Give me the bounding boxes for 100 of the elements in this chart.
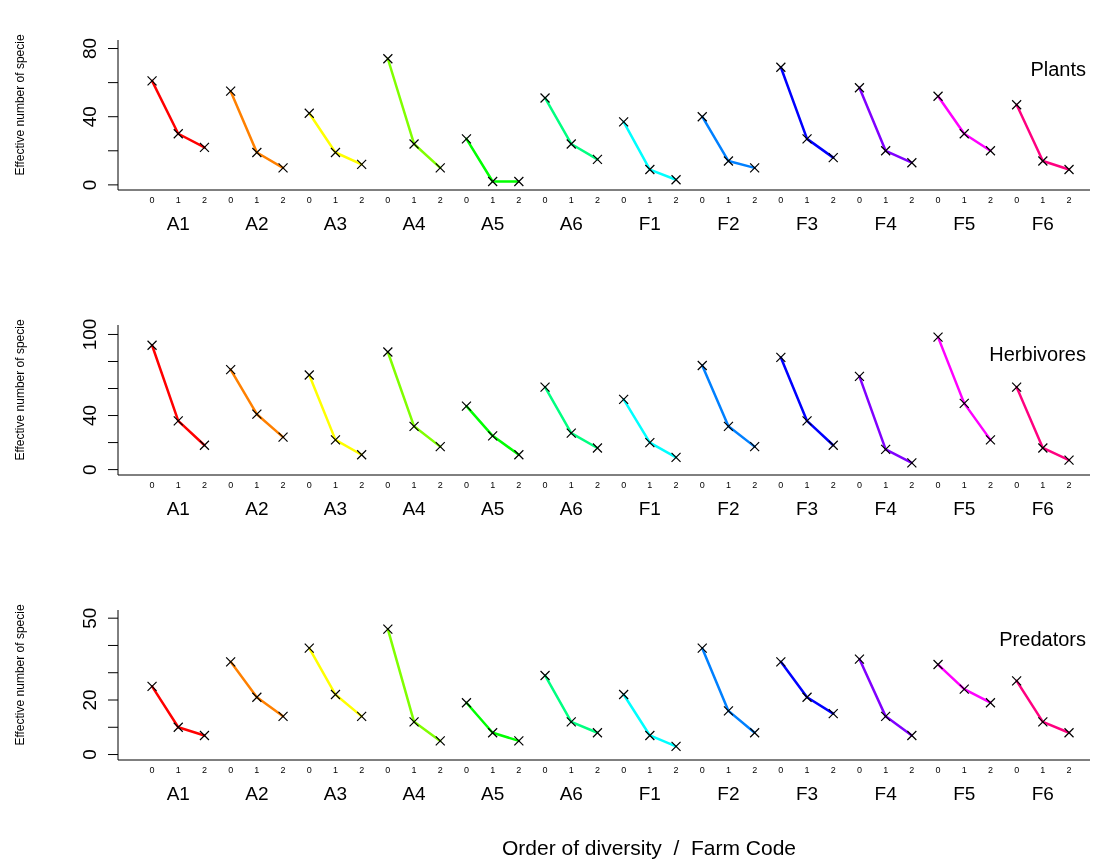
x-tick-label: 2: [830, 195, 836, 205]
x-tick-label: 1: [332, 480, 338, 490]
x-tick-label: 1: [175, 765, 181, 775]
y-tick-label: 0: [79, 749, 100, 760]
text: F6: [1031, 783, 1054, 804]
x-tick-label: 2: [437, 195, 443, 205]
x-tick-label: 2: [830, 765, 836, 775]
x-tick-label: 2: [359, 480, 365, 490]
text: F3: [795, 498, 819, 519]
x-tick-label: 1: [961, 195, 967, 205]
x-tick-label: 0: [699, 480, 705, 490]
x-tick-label: 2: [516, 480, 522, 490]
x-tick-label: 2: [1066, 480, 1072, 490]
y-tick-label: 0: [79, 464, 100, 475]
x-tick-label: 0: [1014, 765, 1020, 775]
y-tick-label: 40: [79, 404, 100, 427]
x-tick-label: 1: [804, 195, 810, 205]
x-tick-label: 1: [568, 480, 574, 490]
text: A4: [402, 213, 427, 234]
x-tick-label: 2: [437, 480, 443, 490]
x-tick-label: 1: [175, 480, 181, 490]
x-tick-label: 2: [359, 765, 365, 775]
text: A6: [559, 783, 583, 804]
x-tick-label: 2: [909, 765, 915, 775]
x-tick-label: 0: [699, 765, 705, 775]
x-tick-label: 0: [1014, 195, 1020, 205]
x-tick-label: 0: [542, 765, 548, 775]
x-tick-label: 2: [909, 195, 915, 205]
x-tick-label: 0: [935, 480, 941, 490]
x-tick-label: 2: [201, 765, 207, 775]
x-tick-label: 1: [490, 195, 496, 205]
x-tick-label: 1: [411, 765, 417, 775]
text: F2: [717, 498, 740, 519]
x-tick-label: 1: [961, 480, 967, 490]
x-tick-label: 2: [673, 480, 679, 490]
x-tick-label: 2: [516, 765, 522, 775]
text: F6: [1031, 213, 1054, 234]
x-tick-label: 2: [280, 765, 286, 775]
x-tick-label: 2: [594, 765, 600, 775]
x-tick-label: 2: [1066, 195, 1072, 205]
x-tick-label: 0: [856, 480, 862, 490]
text: F2: [717, 783, 740, 804]
x-tick-label: 1: [883, 480, 889, 490]
x-tick-label: 0: [856, 765, 862, 775]
y-axis-title: Effective number of specie: [13, 604, 27, 746]
x-tick-label: 0: [306, 195, 312, 205]
text: F5: [953, 213, 976, 234]
x-tick-label: 1: [490, 480, 496, 490]
text: A5: [481, 213, 505, 234]
y-tick-label: 100: [79, 318, 100, 351]
y-tick-label: 80: [79, 37, 100, 60]
text: A1: [166, 498, 190, 519]
x-tick-label: 0: [542, 480, 548, 490]
text: A5: [481, 783, 505, 804]
x-tick-label: 2: [280, 480, 286, 490]
x-tick-label: 2: [909, 480, 915, 490]
x-tick-label: 0: [463, 765, 469, 775]
text: F4: [874, 213, 898, 234]
x-tick-label: 1: [883, 195, 889, 205]
x-tick-label: 1: [1040, 480, 1046, 490]
x-tick-label: 0: [463, 480, 469, 490]
text: A4: [402, 498, 427, 519]
text: A1: [166, 783, 190, 804]
x-tick-label: 1: [254, 765, 260, 775]
x-tick-label: 0: [463, 195, 469, 205]
x-tick-label: 1: [411, 195, 417, 205]
text: F5: [953, 498, 976, 519]
x-tick-label: 0: [935, 195, 941, 205]
x-tick-label: 0: [228, 195, 234, 205]
x-tick-label: 2: [516, 195, 522, 205]
x-tick-label: 0: [306, 480, 312, 490]
x-tick-label: 1: [1040, 765, 1046, 775]
x-tick-label: 2: [201, 480, 207, 490]
x-tick-label: 1: [725, 195, 731, 205]
x-tick-label: 1: [804, 480, 810, 490]
x-tick-label: 0: [778, 765, 784, 775]
text: Herbivores: [989, 343, 1086, 365]
x-tick-label: 1: [961, 765, 967, 775]
x-tick-label: 1: [725, 480, 731, 490]
y-tick-label: 50: [79, 607, 100, 629]
x-tick-label: 2: [673, 765, 679, 775]
text: F1: [638, 498, 661, 519]
x-tick-label: 0: [699, 195, 705, 205]
x-tick-label: 1: [568, 195, 574, 205]
y-tick-label: 0: [79, 179, 100, 191]
x-tick-label: 1: [568, 765, 574, 775]
x-tick-label: 0: [542, 195, 548, 205]
x-tick-label: 1: [647, 195, 653, 205]
text: F3: [795, 783, 819, 804]
x-tick-label: 0: [149, 480, 155, 490]
text: F1: [638, 213, 661, 234]
x-tick-label: 2: [752, 480, 758, 490]
x-tick-label: 1: [883, 765, 889, 775]
text: A5: [481, 498, 505, 519]
x-tick-label: 0: [149, 765, 155, 775]
text: A1: [166, 213, 190, 234]
text: F4: [874, 498, 898, 519]
x-tick-label: 0: [778, 195, 784, 205]
text: F2: [717, 213, 740, 234]
x-tick-label: 0: [621, 480, 627, 490]
